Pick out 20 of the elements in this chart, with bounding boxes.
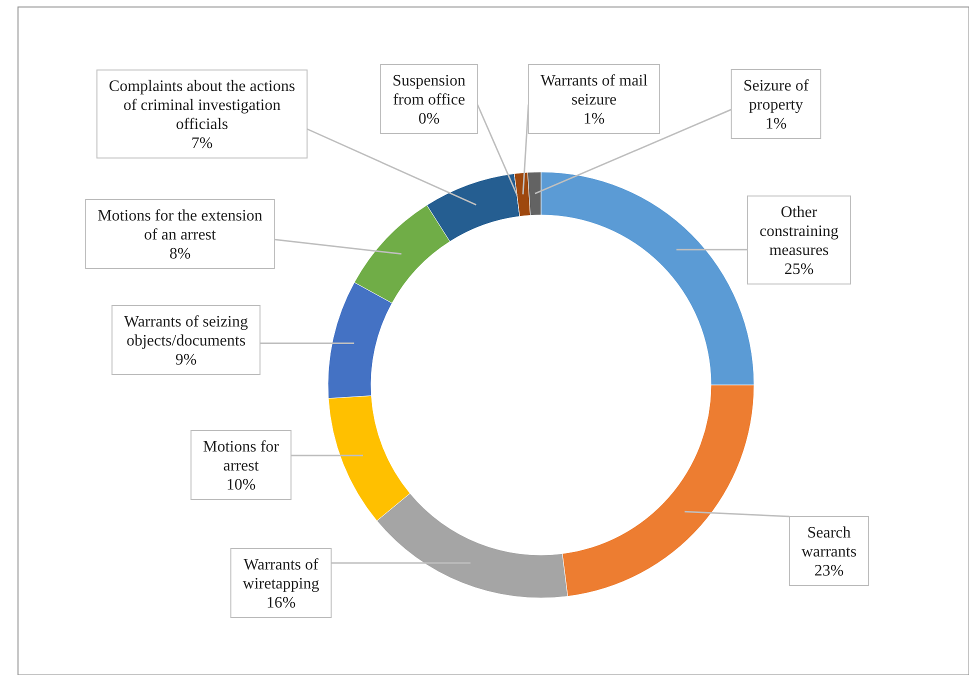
slice-label: Seizure of property [743, 77, 810, 114]
slice-label: Warrants of seizing objects/documents [124, 313, 248, 350]
slice-label: Complaints about the actions of criminal investigation officials [108, 78, 296, 133]
data-label: 1% [765, 115, 787, 132]
data-label: 7% [191, 134, 213, 152]
slice-label: Motions for the extension of an arrest [98, 207, 262, 244]
data-label: 16% [266, 594, 296, 612]
data-label: 9% [175, 351, 197, 368]
data-label: 8% [169, 245, 191, 262]
data-label: 25% [784, 260, 814, 278]
slice-label: Motions for arrest [203, 438, 280, 474]
text: 0% [418, 110, 440, 128]
slice-label: Warrants of mail seizure [540, 72, 648, 108]
slice-label: Search warrants [801, 524, 857, 560]
category-label: Suspension from office [392, 72, 466, 108]
data-label: 1% [583, 110, 605, 128]
data-label: 23% [814, 562, 844, 580]
data-label: 10% [226, 476, 256, 494]
slice-label: Warrants of wiretapping [242, 556, 320, 592]
slice-label: Other constraining measures [759, 204, 839, 259]
